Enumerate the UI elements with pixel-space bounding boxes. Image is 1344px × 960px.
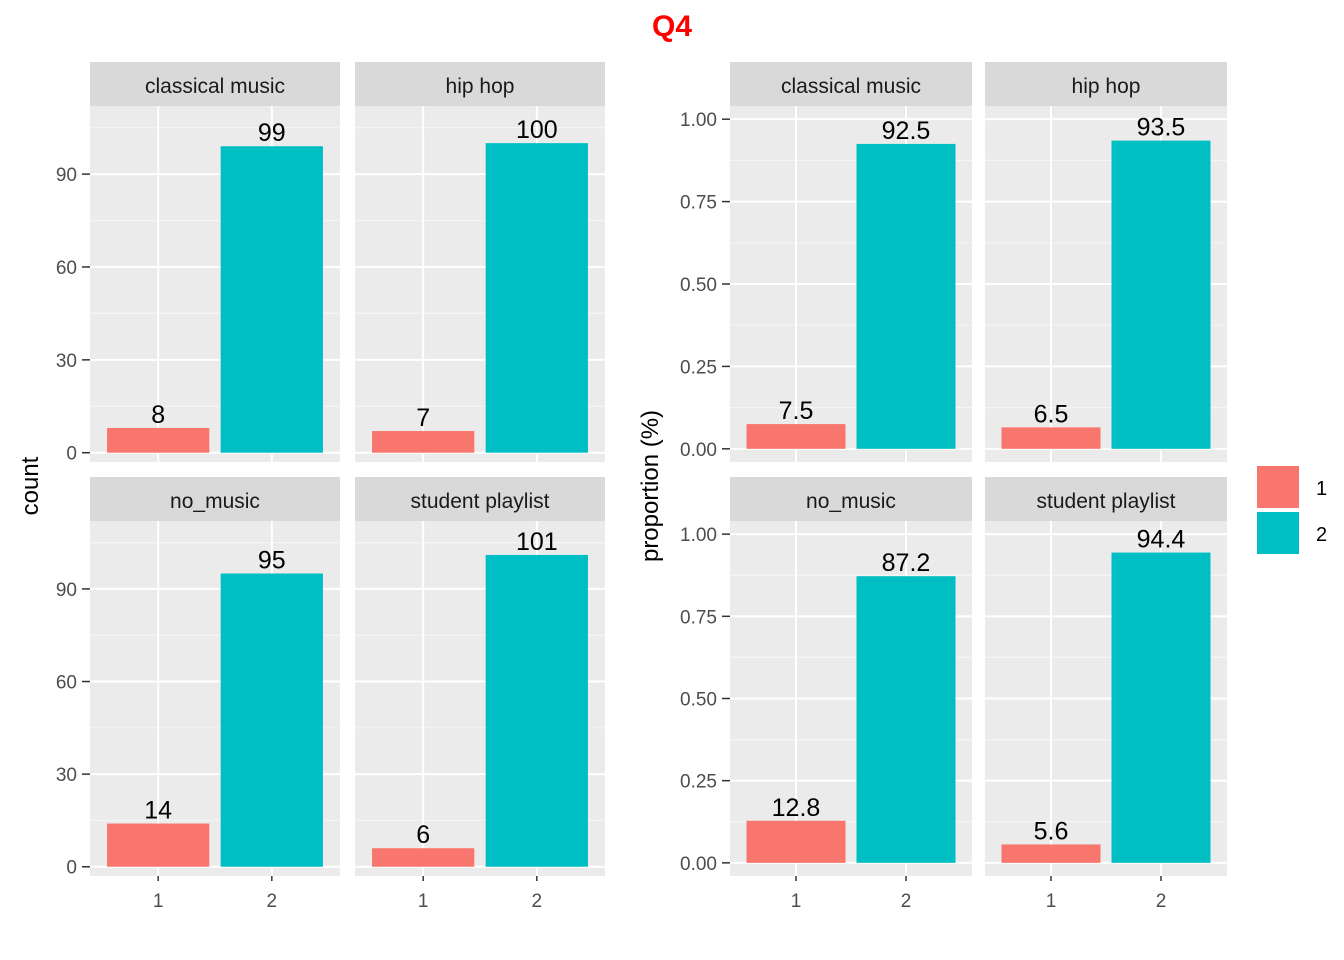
y-tick-label: 1.00 bbox=[680, 525, 717, 546]
facet-strip bbox=[985, 62, 1227, 106]
bar-value-label: 87.2 bbox=[882, 549, 931, 577]
y-tick-label: 90 bbox=[56, 580, 77, 601]
x-tick-label: 1 bbox=[791, 891, 802, 912]
legend-label: 1 bbox=[1316, 478, 1327, 500]
x-tick-label: 2 bbox=[901, 891, 912, 912]
facet-strip bbox=[355, 477, 605, 521]
facet-strip-label: hip hop bbox=[446, 75, 515, 98]
y-axis-title: count bbox=[17, 456, 44, 515]
x-tick-label: 1 bbox=[153, 891, 164, 912]
bar-2 bbox=[485, 554, 588, 867]
bar-1 bbox=[107, 823, 210, 867]
facet-panel: hip hop 6.5 93.5 bbox=[985, 62, 1227, 462]
y-tick-label: 1.00 bbox=[680, 110, 717, 131]
facet-panel: no_music 12.8 87.2 0.00 0.25 0.50 0.75 1.00 1 2 bbox=[680, 477, 972, 912]
chart-title: Q4 bbox=[652, 10, 692, 43]
bar-value-label: 6.5 bbox=[1034, 400, 1069, 428]
facet-panel: no_music 14 95 0 30 60 90 1 2 bbox=[56, 477, 340, 912]
y-axis-title: proportion (%) bbox=[637, 410, 664, 562]
facet-strip bbox=[355, 62, 605, 106]
bar-value-label: 7 bbox=[416, 404, 430, 432]
bar-value-label: 8 bbox=[151, 401, 165, 429]
bar-2 bbox=[1111, 552, 1211, 863]
bar-value-label: 93.5 bbox=[1137, 114, 1186, 142]
facet-strip bbox=[90, 62, 340, 106]
y-tick-label: 90 bbox=[56, 165, 77, 186]
facet-strip-label: no_music bbox=[806, 490, 896, 513]
bar-2 bbox=[220, 146, 323, 453]
bar-2 bbox=[856, 576, 956, 863]
bar-2 bbox=[220, 573, 323, 867]
bar-1 bbox=[372, 848, 475, 867]
x-tick-label: 2 bbox=[1156, 891, 1167, 912]
legend-key-1 bbox=[1257, 466, 1299, 508]
bar-2 bbox=[485, 143, 588, 453]
bar-value-label: 94.4 bbox=[1137, 526, 1186, 554]
facet-strip bbox=[90, 477, 340, 521]
facet-strip-label: classical music bbox=[781, 75, 921, 98]
y-tick-label: 0.50 bbox=[680, 275, 717, 296]
legend-key-2 bbox=[1257, 512, 1299, 554]
bar-1 bbox=[746, 424, 846, 449]
y-tick-label: 0 bbox=[66, 444, 77, 465]
bar-2 bbox=[1111, 140, 1211, 449]
bar-value-label: 100 bbox=[516, 116, 558, 144]
y-tick-label: 30 bbox=[56, 351, 77, 372]
bar-value-label: 101 bbox=[516, 528, 558, 556]
bar-value-label: 5.6 bbox=[1034, 817, 1069, 845]
x-tick-label: 2 bbox=[267, 891, 278, 912]
y-tick-label: 0.25 bbox=[680, 357, 717, 378]
legend: 12 bbox=[1257, 466, 1327, 554]
facet-strip-label: classical music bbox=[145, 75, 285, 98]
facet-panel: classical music 8 99 0 30 60 90 bbox=[56, 62, 340, 465]
bar-value-label: 92.5 bbox=[882, 117, 931, 145]
facet-strip bbox=[730, 62, 972, 106]
bar-value-label: 14 bbox=[144, 797, 172, 825]
y-tick-label: 60 bbox=[56, 673, 77, 694]
bar-2 bbox=[856, 143, 956, 449]
y-tick-label: 0.75 bbox=[680, 193, 717, 214]
y-tick-label: 30 bbox=[56, 765, 77, 786]
bar-1 bbox=[107, 427, 210, 453]
y-tick-label: 60 bbox=[56, 258, 77, 279]
bar-value-label: 12.8 bbox=[772, 794, 821, 822]
y-tick-label: 0.00 bbox=[680, 854, 717, 875]
y-tick-label: 0.00 bbox=[680, 440, 717, 461]
bar-value-label: 7.5 bbox=[779, 397, 814, 425]
bar-1 bbox=[746, 820, 846, 863]
x-tick-label: 2 bbox=[532, 891, 543, 912]
facet-strip bbox=[730, 477, 972, 521]
y-tick-label: 0 bbox=[66, 858, 77, 879]
facet-strip bbox=[985, 477, 1227, 521]
bar-value-label: 95 bbox=[258, 546, 286, 574]
x-tick-label: 1 bbox=[418, 891, 429, 912]
facet-strip-label: student playlist bbox=[1037, 490, 1176, 513]
facet-strip-label: student playlist bbox=[411, 490, 550, 513]
bar-value-label: 6 bbox=[416, 821, 430, 849]
x-tick-label: 1 bbox=[1046, 891, 1057, 912]
facet-panel: hip hop 7 100 bbox=[355, 62, 605, 462]
bar-value-label: 99 bbox=[258, 119, 286, 147]
bar-1 bbox=[372, 431, 475, 453]
facet-strip-label: no_music bbox=[170, 490, 260, 513]
y-tick-label: 0.50 bbox=[680, 690, 717, 711]
facet-panel: classical music 7.5 92.5 0.00 0.25 0.50 0.75 1.… bbox=[680, 62, 972, 462]
y-tick-label: 0.25 bbox=[680, 772, 717, 793]
facet-panel: student playlist 5.6 94.4 1 2 bbox=[985, 477, 1227, 912]
facet-strip-label: hip hop bbox=[1072, 75, 1141, 98]
legend-label: 2 bbox=[1316, 524, 1327, 546]
bar-1 bbox=[1001, 844, 1101, 863]
y-tick-label: 0.75 bbox=[680, 607, 717, 628]
facet-panel: student playlist 6 101 1 2 bbox=[355, 477, 605, 912]
bar-1 bbox=[1001, 427, 1101, 449]
proportion-plot: classical music 7.5 92.5 0.00 0.25 0.50 0.75 1.… bbox=[637, 62, 1227, 912]
